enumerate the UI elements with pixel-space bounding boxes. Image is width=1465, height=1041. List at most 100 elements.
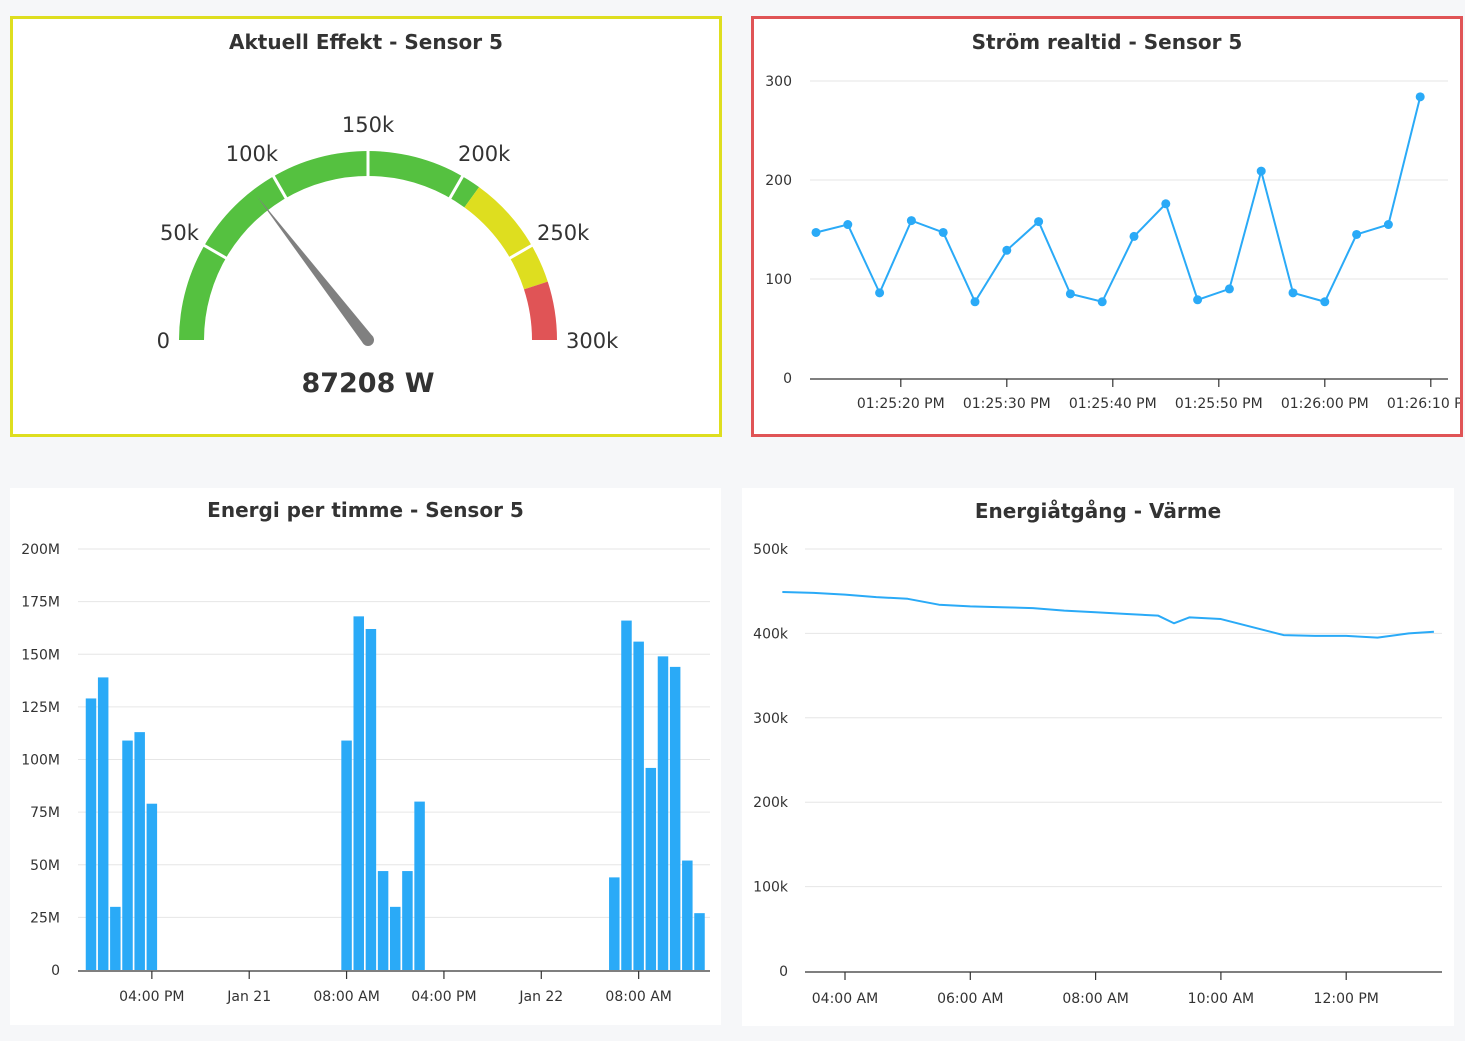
current-point-13 [1224,284,1234,294]
energy-bar-1-2 [365,628,377,970]
current-x-tick-2: 01:25:40 PM [1069,396,1157,412]
energy-bar-0-1 [97,677,109,970]
heat-y-tick-2: 200k [753,795,789,811]
heat-panel: Energiåtgång - Värme 0 100k 200k 300k 400k 50… [742,488,1454,1026]
gauge-value-label: 87208 W [301,368,434,399]
current-x-tick-0: 01:25:20 PM [857,396,945,412]
energy-bar-0-4 [134,732,145,970]
current-y-tick-1: 100 [765,272,792,288]
gauge-band-2 [523,281,557,340]
energy-bar-1-6 [414,801,425,970]
energy-hour-title: Energi per timme - Sensor 5 [207,498,524,522]
current-point-14 [1256,166,1266,176]
energy-bar-2-5 [669,666,681,970]
energy-bar-2-7 [694,913,705,970]
energy-bar-1-1 [353,616,364,970]
energy-x-tick-4: Jan 22 [518,989,563,1005]
energy-bar-1-4 [390,906,401,970]
gauge-needle [256,195,373,344]
gauge-separator-5 [507,243,535,261]
energy-bar-2-0 [609,877,620,970]
energy-bar-0-0 [85,698,97,970]
energy-hour-chart: 0 25M 50M 75M 100M 125M 150M 175M 200M 04:00 PM Ja… [21,542,710,1005]
current-point-11 [1161,199,1171,209]
energy-x-tick-2: 08:00 AM [313,989,379,1005]
energy-bar-1-0 [341,740,352,970]
energy-x-tick-0: 04:00 PM [119,989,184,1005]
energy-y-tick-5: 125M [21,700,60,716]
gauge-panel: Aktuell Effekt - Sensor 5 0 50k 100k 150k 20… [10,16,722,437]
energy-x-tick-5: 08:00 AM [605,989,671,1005]
gauge-separator-1 [201,243,229,261]
gauge-needle-hub [362,334,374,346]
current-point-3 [906,216,916,226]
current-panel: Ström realtid - Sensor 5 0 100 200 300 01:25… [751,16,1463,437]
heat-y-tick-1: 100k [753,880,789,896]
heat-y-tick-5: 500k [753,542,789,558]
current-point-8 [1065,289,1075,299]
heat-x-tick-0: 04:00 AM [812,991,878,1007]
energy-bar-2-3 [645,767,657,970]
energy-y-tick-0: 0 [51,963,60,979]
energy-y-tick-7: 175M [21,595,60,611]
current-point-17 [1352,229,1362,239]
heat-x-tick-4: 12:00 PM [1314,991,1379,1007]
current-x-tick-4: 01:26:00 PM [1281,396,1369,412]
current-point-19 [1415,92,1425,102]
current-point-5 [970,297,980,307]
energy-bar-2-1 [621,620,632,970]
current-series-line [815,96,1422,304]
current-chart: 0 100 200 300 01:25:20 PM 01:25:30 PM 01:25:40… [765,74,1460,412]
heat-title: Energiåtgång - Värme [974,499,1222,523]
current-x-tick-1: 01:25:30 PM [963,396,1051,412]
heat-x-tick-1: 06:00 AM [937,991,1003,1007]
gauge-band-0 [179,151,480,340]
current-point-15 [1288,288,1298,298]
energy-y-tick-4: 100M [21,753,60,769]
energy-y-tick-1: 25M [30,910,60,926]
gauge-tick-label-2: 100k [226,142,279,166]
current-point-10 [1129,231,1139,241]
gauge-band-1 [464,187,548,290]
current-y-tick-0: 0 [783,371,792,387]
heat-x-tick-3: 10:00 AM [1188,991,1254,1007]
gauge-tick-label-1: 50k [160,221,200,245]
current-x-tick-3: 01:25:50 PM [1175,396,1263,412]
current-point-1 [843,220,853,230]
current-point-16 [1320,297,1330,307]
heat-series-line [782,591,1434,639]
current-point-9 [1097,297,1107,307]
gauge-separator-2 [271,173,289,201]
current-point-18 [1383,220,1393,230]
energy-bar-2-4 [657,656,669,970]
heat-x-tick-2: 08:00 AM [1062,991,1128,1007]
energy-y-tick-8: 200M [21,542,60,558]
gauge-separator-4 [447,173,465,201]
energy-bar-1-5 [402,871,413,970]
energy-bar-0-5 [146,803,158,970]
gauge-title: Aktuell Effekt - Sensor 5 [229,30,503,54]
current-y-tick-3: 300 [765,74,792,90]
energy-x-tick-1: Jan 21 [226,989,271,1005]
gauge-chart: 0 50k 100k 150k 200k 250k 300k 87208 W [157,113,619,399]
energy-bar-0-2 [110,906,121,970]
heat-y-tick-4: 400k [753,626,789,642]
energy-x-tick-3: 04:00 PM [411,989,476,1005]
current-x-tick-5: 01:26:10 PM [1387,396,1460,412]
energy-y-tick-6: 150M [21,647,60,663]
current-point-2 [875,288,885,298]
current-point-6 [1002,245,1012,255]
current-point-0 [811,227,821,237]
current-y-tick-2: 200 [765,173,792,189]
gauge-tick-label-0: 0 [157,329,170,353]
energy-bar-0-3 [122,740,133,970]
gauge-tick-label-5: 250k [537,221,590,245]
heat-y-tick-0: 0 [779,964,788,980]
heat-chart: 0 100k 200k 300k 400k 500k 04:00 AM 06:00 AM 08:… [753,542,1442,1007]
energy-bar-2-2 [633,641,644,970]
energy-hour-panel: Energi per timme - Sensor 5 0 25M 50M 75M 10… [10,488,721,1025]
current-point-4 [938,227,948,237]
energy-bar-1-3 [377,871,389,970]
gauge-tick-label-4: 200k [458,142,511,166]
current-point-12 [1193,295,1203,305]
